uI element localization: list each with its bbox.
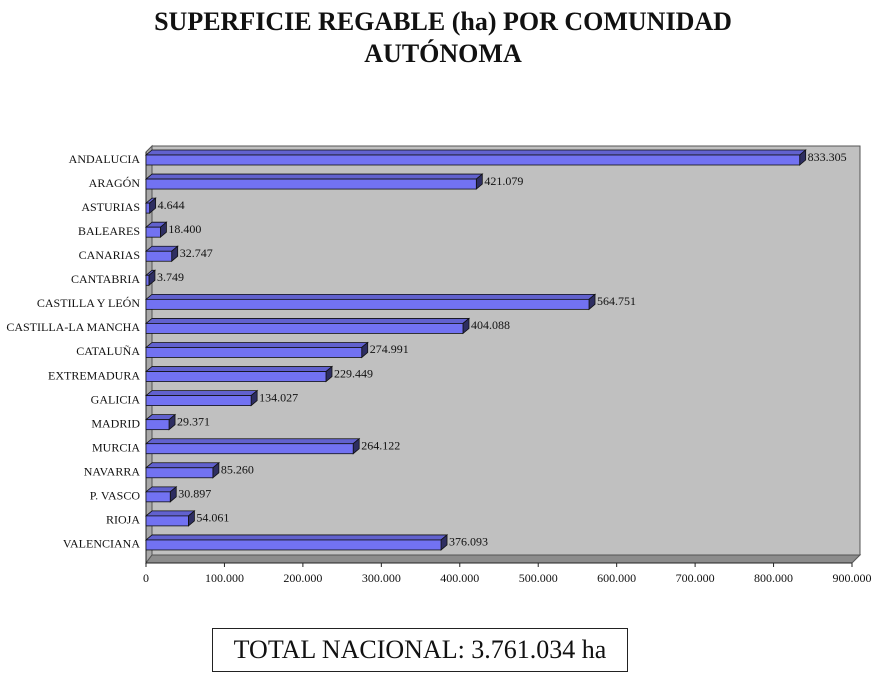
value-label: 29.371 (177, 414, 210, 428)
value-label: 30.897 (178, 487, 211, 501)
bar (145, 154, 801, 166)
chart-title: SUPERFICIE REGABLE (ha) POR COMUNIDAD AU… (154, 7, 732, 68)
bar-top-face (144, 534, 449, 541)
bar (145, 274, 150, 286)
x-tick-label: 800.000 (754, 571, 793, 585)
x-tick-label: 400.000 (440, 571, 479, 585)
bar (145, 467, 214, 479)
bar (145, 515, 189, 527)
bar-top-face (144, 293, 597, 300)
value-label: 229.449 (334, 366, 373, 380)
bar (145, 226, 161, 238)
y-tick-label: EXTREMADURA (48, 368, 140, 382)
value-label: 564.751 (597, 294, 636, 308)
x-tick-label: 900.000 (833, 571, 872, 585)
bar (145, 443, 354, 455)
bar-top-face (144, 438, 361, 445)
bar (145, 491, 171, 503)
x-tick-label: 700.000 (676, 571, 715, 585)
y-tick-label: CASTILLA-LA MANCHA (6, 320, 140, 334)
y-tick-label: CATALUÑA (76, 344, 140, 358)
bar-top-face (144, 149, 807, 156)
bar-top-face (144, 318, 471, 324)
y-tick-label: P. VASCO (90, 489, 141, 503)
y-tick-label: VALENCIANA (63, 537, 140, 551)
y-tick-label: CASTILLA Y LEÓN (37, 296, 140, 310)
bar-top-face (144, 462, 220, 469)
value-label: 134.027 (259, 390, 298, 404)
y-tick-label: GALICIA (91, 392, 141, 406)
value-label: 404.088 (471, 318, 510, 332)
value-label: 32.747 (180, 246, 213, 260)
bar (145, 371, 327, 382)
bar (145, 202, 151, 214)
y-tick-label: ANDALUCIA (69, 152, 141, 166)
bar-top-face (144, 390, 259, 397)
y-tick-label: MADRID (91, 416, 140, 430)
value-label: 4.644 (158, 198, 185, 212)
y-tick-label: MURCIA (92, 440, 140, 454)
bar (145, 539, 442, 551)
bar (145, 323, 464, 334)
bar (145, 250, 173, 262)
bar (145, 178, 477, 190)
value-label: 3.749 (157, 270, 184, 284)
y-tick-label: BALEARES (78, 224, 140, 238)
value-label: 54.061 (196, 511, 229, 525)
plot-floor (145, 554, 862, 564)
y-tick-label: NAVARRA (84, 465, 141, 479)
value-label: 264.122 (361, 438, 400, 452)
x-tick-label: 300.000 (362, 571, 401, 585)
x-tick-label: 200.000 (283, 571, 322, 585)
x-tick-label: 100.000 (205, 571, 244, 585)
bar-top-face (144, 510, 196, 517)
value-label: 421.079 (484, 174, 523, 188)
bar-top-face (144, 366, 334, 372)
x-tick-label: 500.000 (519, 571, 558, 585)
y-tick-label: CANTABRIA (71, 272, 140, 286)
x-tick-label: 0 (143, 571, 149, 585)
value-label: 833.305 (808, 150, 847, 164)
bar-top-face (144, 342, 369, 348)
y-tick-label: RIOJA (106, 513, 140, 527)
x-tick-label: 600.000 (597, 571, 636, 585)
value-label: 85.260 (221, 463, 254, 477)
y-tick-label: CANARIAS (79, 248, 140, 262)
bar (145, 395, 252, 407)
bar (145, 419, 170, 431)
bar (145, 298, 590, 310)
value-label: 376.093 (449, 535, 488, 549)
y-tick-label: ARAGÓN (89, 176, 141, 190)
total-annotation: TOTAL NACIONAL: 3.761.034 ha (212, 628, 628, 672)
bar (145, 347, 363, 358)
bar-top-face (144, 173, 484, 180)
value-label: 18.400 (168, 222, 201, 236)
y-tick-label: ASTURIAS (81, 200, 140, 214)
value-label: 274.991 (370, 342, 409, 356)
